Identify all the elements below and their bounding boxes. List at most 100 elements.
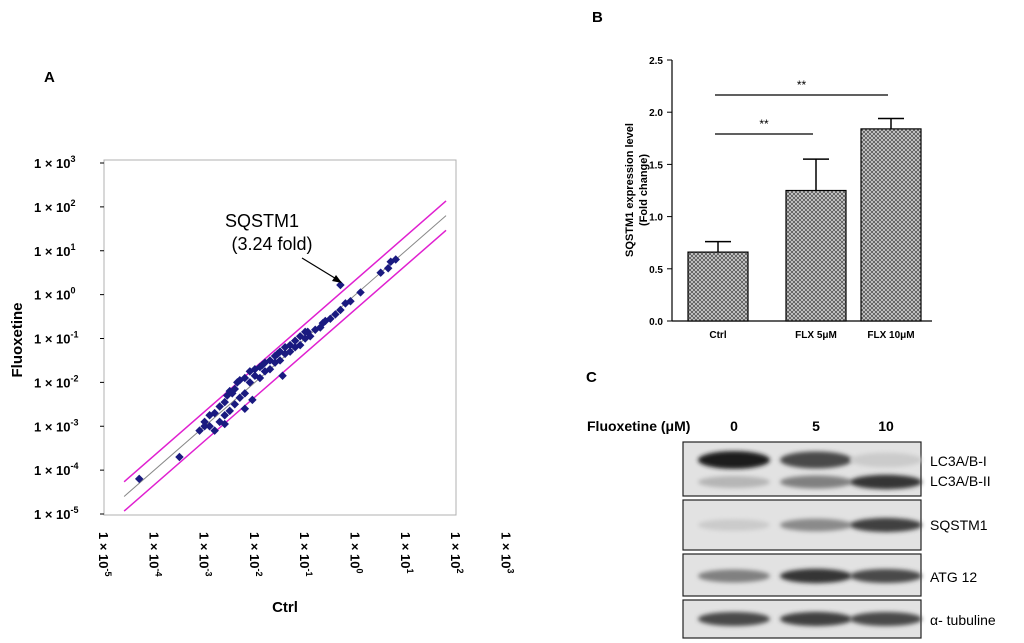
scatter-upper-bound-line	[123, 200, 447, 483]
annotation-sqstm1-detail: (3.24 fold)	[231, 234, 312, 254]
scatter-point	[331, 310, 340, 319]
scatter-point	[376, 268, 385, 277]
scatter-y-ticks: 1 × 103 1 × 102 1 × 101 1 × 100 1 × 10-1 1 × …	[34, 154, 104, 522]
blot-band	[698, 519, 770, 531]
blot-band	[850, 569, 922, 583]
scatter-x-tick: 1 × 10-2	[247, 532, 264, 577]
blot-dose-label: 0	[730, 418, 738, 434]
blot-band-label: LC3A/B-I	[930, 453, 987, 469]
significance-label: **	[797, 78, 807, 92]
scatter-x-tick: 1 × 101	[398, 532, 415, 574]
scatter-point	[391, 255, 400, 264]
scatter-points	[134, 255, 400, 484]
scatter-point	[205, 422, 214, 431]
scatter-x-tick-label: 1 × 102	[448, 532, 465, 574]
blot-band	[850, 517, 922, 533]
bar	[687, 251, 749, 322]
scatter-x-tick-label: 1 × 10-4	[146, 532, 163, 577]
bar-y-tick-label: 1.0	[649, 213, 663, 224]
blot-band-label: α- tubuline	[930, 612, 996, 628]
scatter-x-tick-label: 1 × 10-3	[197, 532, 214, 577]
blot-band	[698, 476, 770, 488]
scatter-point	[285, 347, 295, 356]
scatter-point	[265, 364, 275, 374]
scatter-x-ticks: 1 × 10-5 1 × 10-4 1 × 10-3 1 × 10-2 1 × 10-1…	[96, 532, 515, 577]
bar-category-label: FLX 10μM	[867, 330, 914, 341]
significance-label: **	[759, 117, 769, 131]
scatter-plot: 1 × 10-5 1 × 10-4 1 × 10-3 1 × 10-2 1 × 10-1…	[9, 154, 515, 616]
scatter-point	[235, 393, 245, 402]
blot-treatment-label: Fluoxetine (μM)	[587, 418, 690, 434]
bar-category-labels: Ctrl FLX 5μM FLX 10μM	[709, 330, 914, 341]
scatter-point	[210, 408, 219, 418]
scatter-y-tick-label: 1 × 10-1	[34, 330, 79, 347]
scatter-point	[200, 422, 209, 431]
bar-y-axis-label-line2: (Fold change)	[638, 154, 650, 226]
scatter-x-tick-label: 1 × 10-5	[96, 532, 113, 577]
scatter-point	[240, 404, 250, 413]
bar-y-tick-label: 0.0	[649, 317, 663, 328]
blot-band-label: LC3A/B-II	[930, 473, 991, 489]
panel-a-label: A	[44, 69, 55, 86]
bar-y-axis-label-line1: SQSTM1 expression level	[624, 123, 636, 257]
scatter-point	[220, 419, 229, 429]
scatter-y-tick-label: 1 × 103	[34, 154, 76, 171]
panel-c-label: C	[586, 369, 597, 386]
annotation-arrow-head	[332, 275, 342, 283]
bar-y-tick-label: 1.5	[649, 160, 663, 171]
scatter-point	[255, 373, 265, 383]
scatter-y-tick-label: 1 × 10-4	[34, 461, 79, 478]
bar	[860, 128, 922, 322]
scatter-x-tick: 1 × 10-1	[297, 532, 314, 577]
bar-category-label: Ctrl	[709, 330, 726, 341]
scatter-x-tick-label: 1 × 10-2	[247, 532, 264, 577]
blot-strips: LC3A/B-I LC3A/B-II SQSTM1 ATG 12 α- tubuline	[682, 441, 996, 639]
bar-y-tick-label: 2.5	[649, 56, 663, 67]
scatter-y-tick-label: 1 × 10-2	[34, 373, 79, 390]
scatter-point	[303, 327, 312, 337]
blot-band	[850, 612, 922, 626]
blot-band	[780, 451, 852, 469]
scatter-point	[295, 340, 305, 350]
scatter-point	[356, 288, 365, 297]
western-blot: Fluoxetine (μM) 0 5 10 LC3A/B-I LC3A/B-II SQ…	[587, 418, 996, 639]
scatter-point	[275, 356, 285, 365]
scatter-point	[383, 264, 393, 273]
annotation-arrow-line	[301, 257, 339, 281]
scatter-y-tick-label: 1 × 10-3	[34, 417, 79, 434]
bar	[785, 189, 847, 322]
scatter-x-tick: 1 × 100	[348, 532, 365, 574]
scatter-x-tick-label: 1 × 10-1	[297, 532, 314, 577]
bars	[687, 117, 922, 322]
scatter-x-tick: 1 × 103	[498, 532, 515, 574]
scatter-point	[245, 378, 255, 387]
scatter-point	[220, 397, 229, 407]
scatter-point	[273, 349, 282, 359]
scatter-point	[220, 411, 229, 420]
scatter-point	[346, 296, 355, 306]
blot-dose-label: 5	[812, 418, 820, 434]
scatter-point	[228, 389, 237, 398]
scatter-point	[240, 389, 250, 398]
scatter-point	[195, 426, 204, 435]
scatter-y-axis-label: Fluoxetine	[9, 302, 26, 377]
blot-dose-labels: 0 5 10	[730, 418, 894, 434]
blot-band	[780, 475, 852, 489]
scatter-point	[215, 402, 224, 411]
blot-band-label: ATG 12	[930, 569, 977, 585]
blot-band	[698, 612, 770, 626]
scatter-point	[290, 336, 300, 345]
blot-band	[698, 451, 770, 469]
scatter-point	[230, 400, 240, 409]
bar-chart: 0.0 0.5 1.0 1.5 2.0 2.5 Ctrl FLX 5μM FLX 10μM *…	[624, 56, 932, 341]
scatter-x-axis-label: Ctrl	[272, 599, 298, 616]
scatter-point	[326, 314, 335, 323]
scatter-x-tick: 1 × 10-3	[197, 532, 214, 577]
bar-y-ticks: 0.0 0.5 1.0 1.5 2.0 2.5	[649, 56, 672, 328]
blot-band	[780, 518, 852, 532]
scatter-x-tick-label: 1 × 100	[348, 532, 365, 574]
scatter-x-tick: 1 × 10-4	[146, 532, 163, 577]
blot-band	[850, 474, 922, 490]
annotation-sqstm1-name: SQSTM1	[225, 211, 299, 231]
